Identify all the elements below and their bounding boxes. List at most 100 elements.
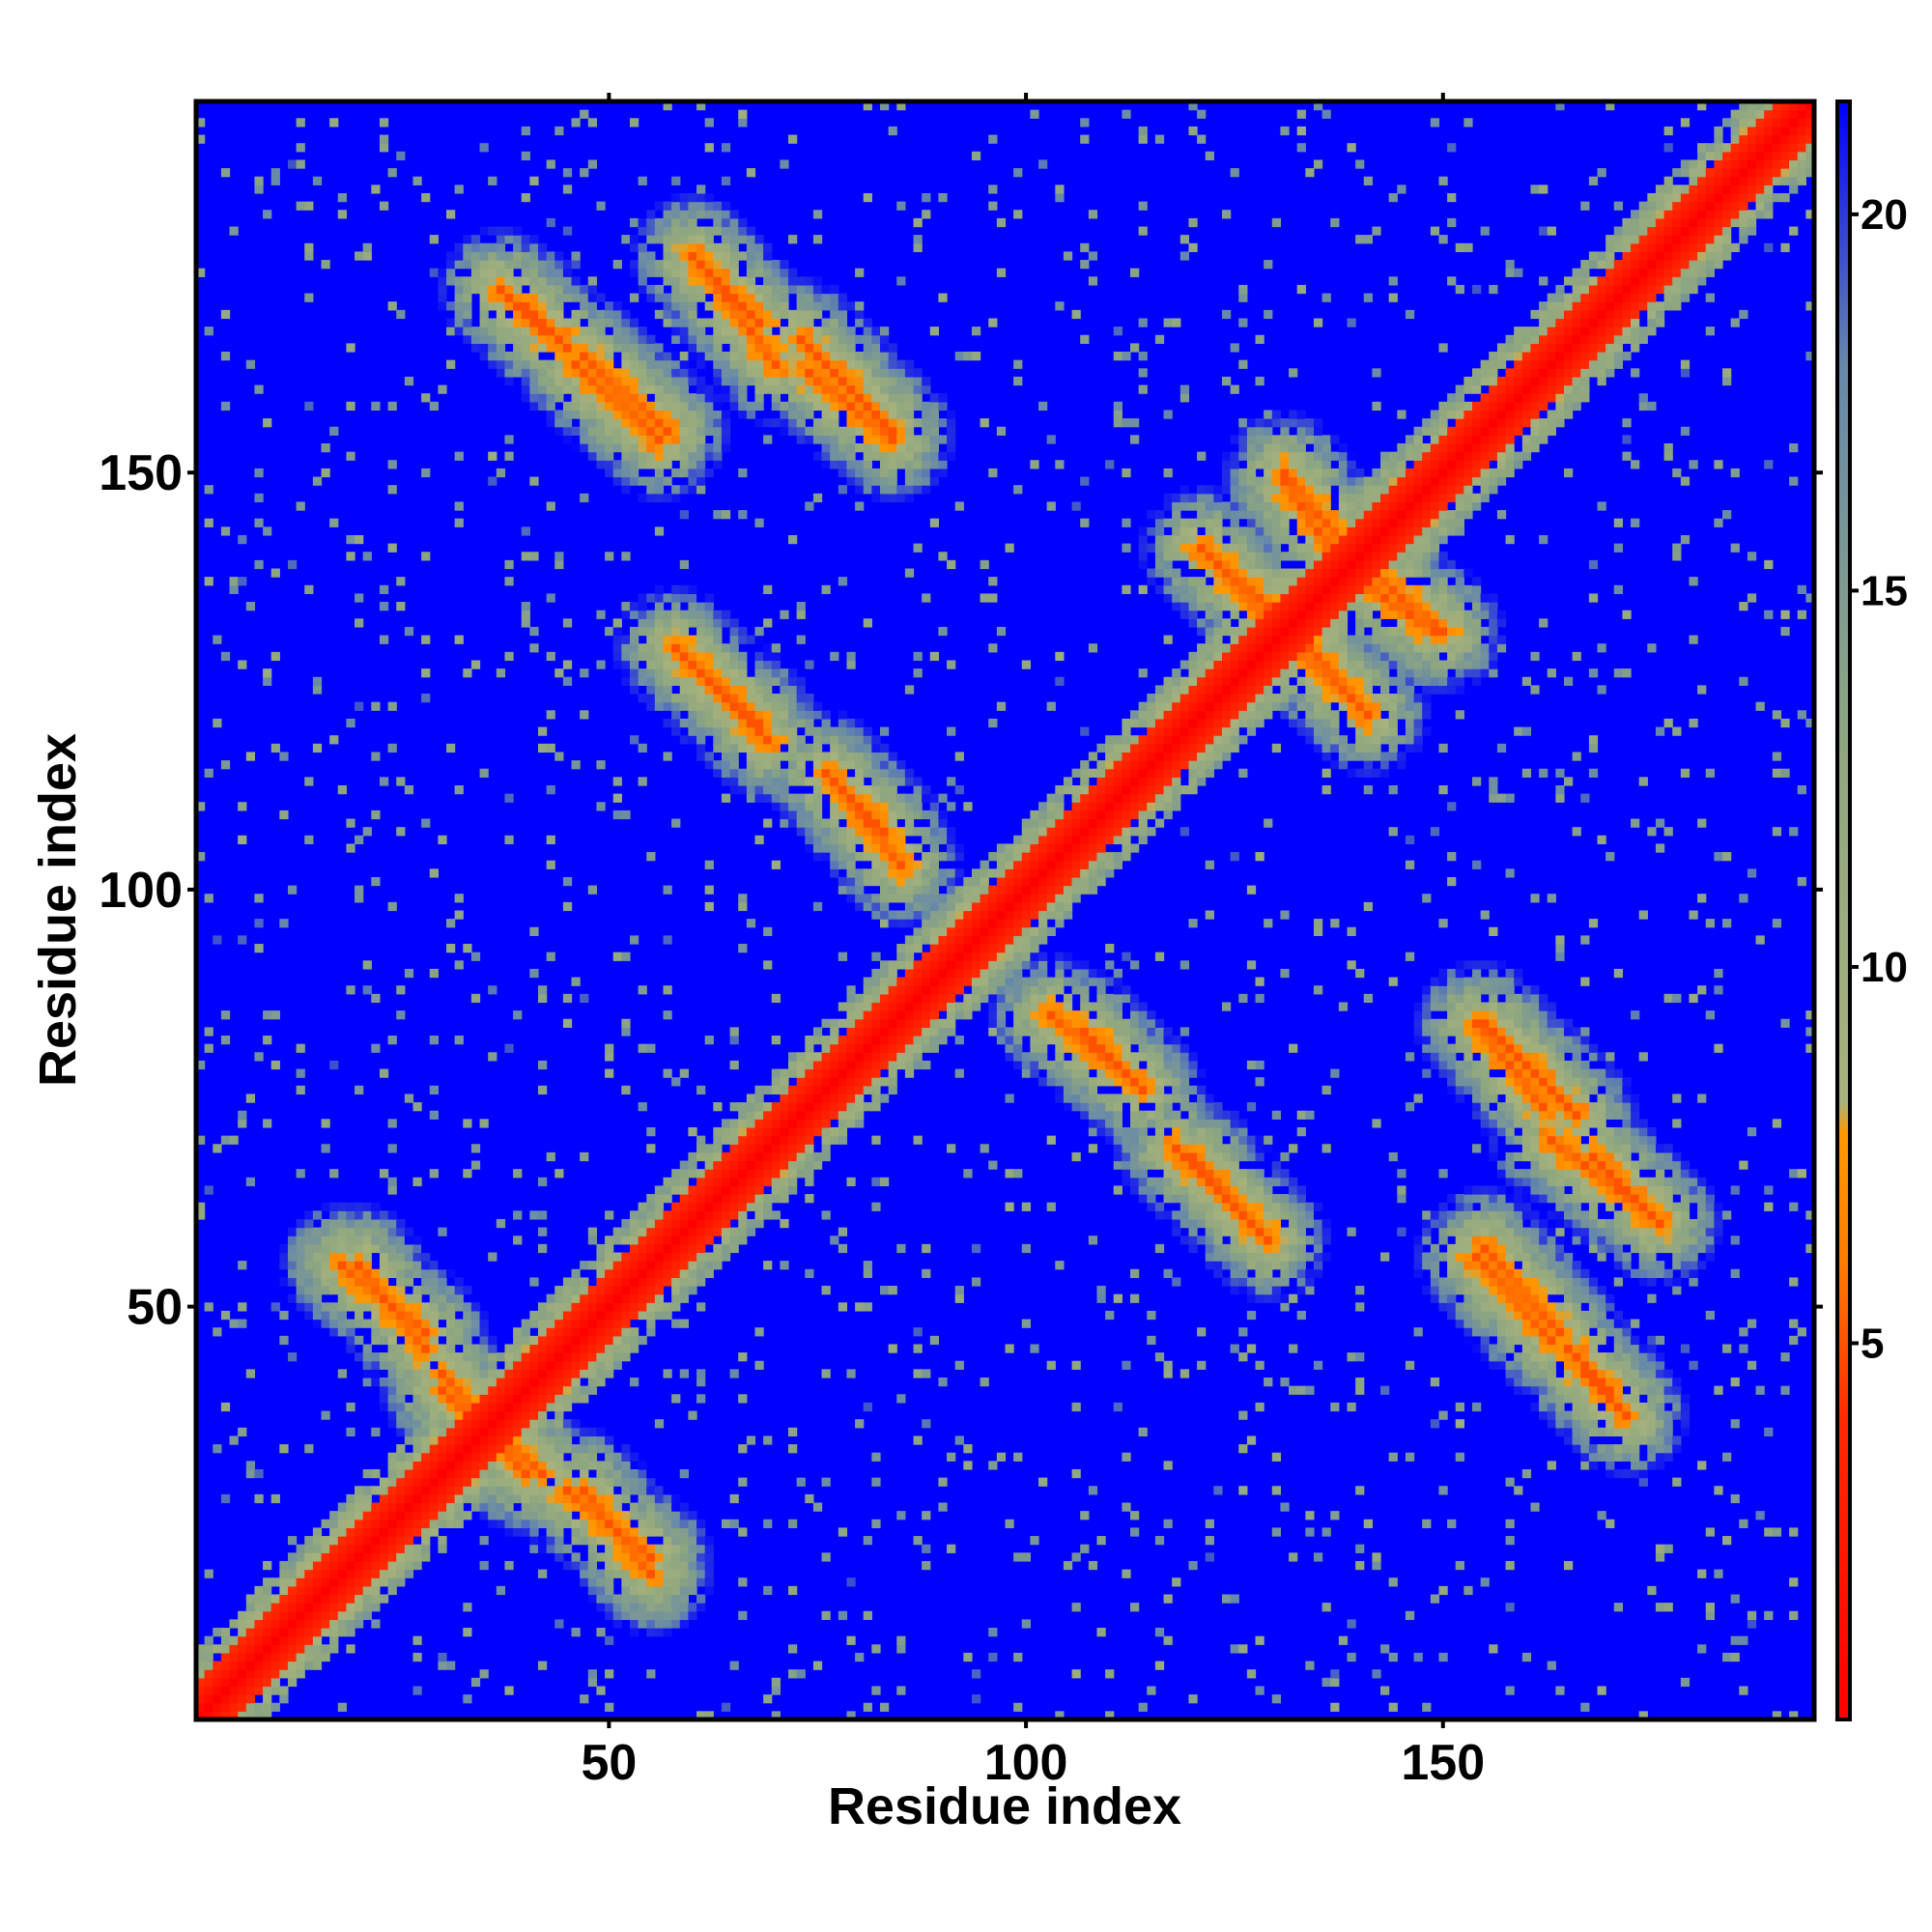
heatmap-cell [963,952,973,961]
heatmap-cell [754,760,764,770]
heatmap-cell [429,1511,439,1520]
heatmap-cell [421,1468,431,1479]
heatmap-cell [496,1452,506,1462]
heatmap-cell [696,1236,706,1245]
heatmap-cell [729,651,739,662]
heatmap-cell [929,901,940,912]
heatmap-cell [679,1603,689,1612]
heatmap-cell [379,1552,389,1562]
heatmap-cell [362,827,372,837]
heatmap-cell [704,726,714,736]
heatmap-cell [371,1519,381,1529]
heatmap-cell [454,318,464,327]
heatmap-cell [587,343,598,353]
heatmap-cell [529,1527,539,1537]
heatmap-cell [479,1360,489,1370]
heatmap-cell [404,1293,414,1303]
heatmap-cell [838,442,848,453]
heatmap-cell [663,1268,672,1278]
heatmap-cell [296,1243,305,1254]
heatmap-cell [704,1151,714,1162]
heatmap-cell [738,1477,748,1487]
heatmap-cell [371,701,381,711]
heatmap-cell [229,1652,239,1662]
heatmap-cell [546,1444,555,1454]
heatmap-cell [646,1293,656,1303]
heatmap-cell [754,518,764,527]
heatmap-cell [554,284,564,295]
heatmap-cell [663,1486,672,1495]
heatmap-cell [663,376,672,386]
heatmap-cell [304,1661,314,1670]
heatmap-cell [329,518,339,527]
heatmap-cell [554,301,564,311]
heatmap-cell [721,1210,731,1220]
heatmap-cell [646,293,656,302]
heatmap-cell [329,1577,339,1587]
heatmap-cell [470,1502,481,1512]
heatmap-cell [537,268,548,277]
heatmap-cell [496,327,506,336]
heatmap-cell [830,810,839,820]
heatmap-cell [663,1628,672,1637]
heatmap-cell [738,1394,748,1404]
heatmap-cell [805,1102,814,1112]
heatmap-cell [871,827,881,837]
heatmap-cell [346,1519,355,1529]
heatmap-cell [913,651,923,662]
heatmap-cell [988,1461,998,1470]
heatmap-cell [879,876,890,887]
heatmap-cell [846,752,856,761]
heatmap-cell [954,752,964,761]
heatmap-cell [537,1569,548,1578]
heatmap-cell [537,343,548,353]
heatmap-cell [754,260,764,270]
heatmap-cell [404,626,414,637]
heatmap-cell [913,802,923,811]
heatmap-cell [688,618,697,628]
heatmap-cell [537,293,548,302]
heatmap-cell [220,1628,231,1637]
heatmap-cell [830,442,839,453]
heatmap-cell [296,1552,305,1562]
heatmap-cell [938,293,948,302]
heatmap-cell [537,1319,548,1328]
heatmap-cell [513,1410,523,1420]
heatmap-cell [947,944,956,953]
heatmap-cell [654,1544,665,1553]
heatmap-cell [688,643,697,653]
heatmap-cell [988,926,998,936]
heatmap-cell [654,468,665,478]
heatmap-cell [821,442,831,453]
heatmap-cell [571,376,581,386]
heatmap-cell [805,384,814,394]
heatmap-cell [621,1227,631,1236]
heatmap-cell [454,1493,464,1504]
heatmap-cell [704,284,714,295]
heatmap-cell [562,327,573,336]
heatmap-cell [646,676,656,686]
heatmap-cell [988,643,998,653]
heatmap-cell [763,752,773,761]
heatmap-cell [270,568,280,578]
heatmap-cell [922,1544,931,1553]
heatmap-cell [596,327,606,336]
heatmap-cell [596,1594,606,1604]
heatmap-cell [605,1452,614,1462]
heatmap-cell [704,410,714,419]
heatmap-cell [704,251,714,261]
heatmap-cell [922,985,931,995]
heatmap-cell [463,242,472,253]
heatmap-cell [821,359,831,369]
heatmap-cell [329,1585,339,1596]
heatmap-cell [671,217,681,228]
heatmap-cell [404,1344,414,1353]
heatmap-cell [287,1536,298,1546]
heatmap-cell [696,602,706,611]
heatmap-cell [996,1027,1007,1037]
heatmap-cell [871,993,881,1004]
heatmap-cell [296,1569,305,1578]
heatmap-cell [871,1077,881,1087]
heatmap-cell [429,1452,439,1462]
heatmap-cell [922,910,931,920]
